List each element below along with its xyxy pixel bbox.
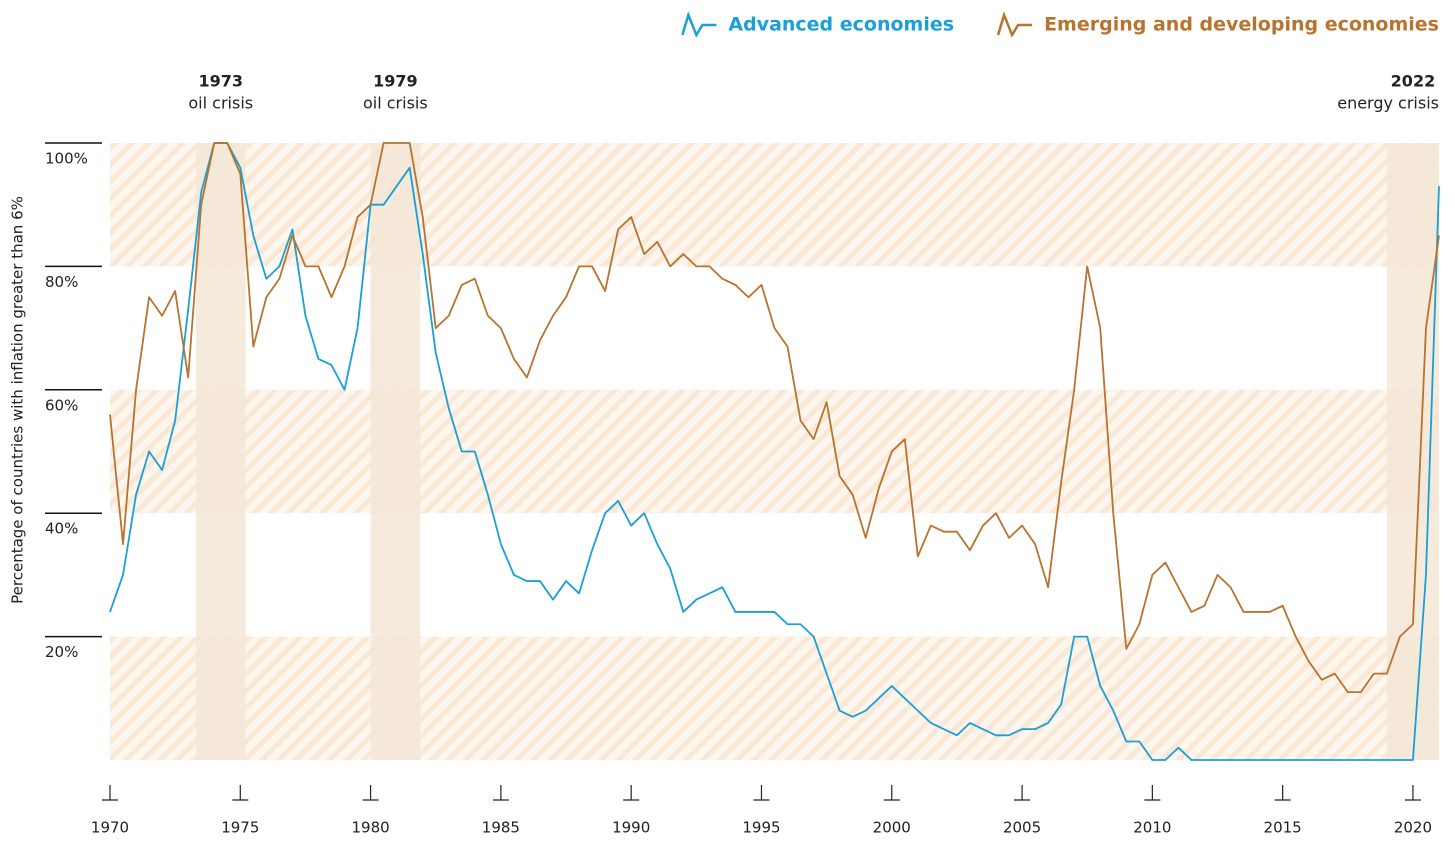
x-tick-label: 1975 xyxy=(221,819,259,837)
series-line xyxy=(109,142,1440,694)
highlight-year: 1979 xyxy=(373,72,418,91)
x-tick-mark xyxy=(232,785,249,801)
x-tick-label: 1970 xyxy=(91,819,129,837)
x-tick-label: 1985 xyxy=(482,819,520,837)
legend-label: Advanced economies xyxy=(728,14,954,36)
hatched-band xyxy=(110,636,1439,760)
x-tick-mark xyxy=(753,785,770,801)
x-tick-label: 2015 xyxy=(1264,819,1302,837)
highlight-band xyxy=(195,143,246,760)
highlight-label: oil crisis xyxy=(188,94,253,113)
x-tick-label: 2005 xyxy=(1003,819,1041,837)
highlight-year: 2022 xyxy=(1391,72,1436,91)
highlight-band xyxy=(370,143,421,760)
x-tick-mark xyxy=(492,785,509,801)
x-tick-mark xyxy=(1404,785,1421,801)
y-tick-label: 80% xyxy=(45,273,78,291)
x-tick-mark xyxy=(1014,785,1031,801)
highlight-label: energy crisis xyxy=(1337,94,1439,113)
y-tick-label: 100% xyxy=(45,150,88,168)
x-tick-mark xyxy=(102,785,118,801)
x-tick-mark xyxy=(623,785,640,801)
x-tick-mark xyxy=(362,785,379,801)
legend-icon xyxy=(996,11,1033,38)
x-tick-label: 2010 xyxy=(1133,819,1171,837)
legend-icon xyxy=(681,11,717,38)
y-axis-label: Percentage of countries with inflation g… xyxy=(9,196,27,604)
x-tick-mark xyxy=(883,785,900,801)
x-tick-label: 2020 xyxy=(1394,819,1432,837)
x-tick-mark xyxy=(1274,785,1291,801)
highlight-band xyxy=(1386,143,1439,760)
series-line xyxy=(109,142,1440,761)
highlight-year: 1973 xyxy=(198,72,243,91)
hatched-band xyxy=(110,143,1439,267)
x-tick-label: 1995 xyxy=(742,819,780,837)
x-tick-label: 1990 xyxy=(612,819,650,837)
y-tick-label: 40% xyxy=(45,520,78,538)
x-tick-label: 1980 xyxy=(351,819,389,837)
x-tick-mark xyxy=(1144,785,1161,801)
highlight-label: oil crisis xyxy=(363,94,428,113)
y-tick-label: 60% xyxy=(45,396,78,414)
x-tick-label: 2000 xyxy=(873,819,911,837)
y-tick-label: 20% xyxy=(45,643,78,661)
hatched-band xyxy=(110,389,1439,514)
legend-label: Emerging and developing economies xyxy=(1044,14,1439,36)
